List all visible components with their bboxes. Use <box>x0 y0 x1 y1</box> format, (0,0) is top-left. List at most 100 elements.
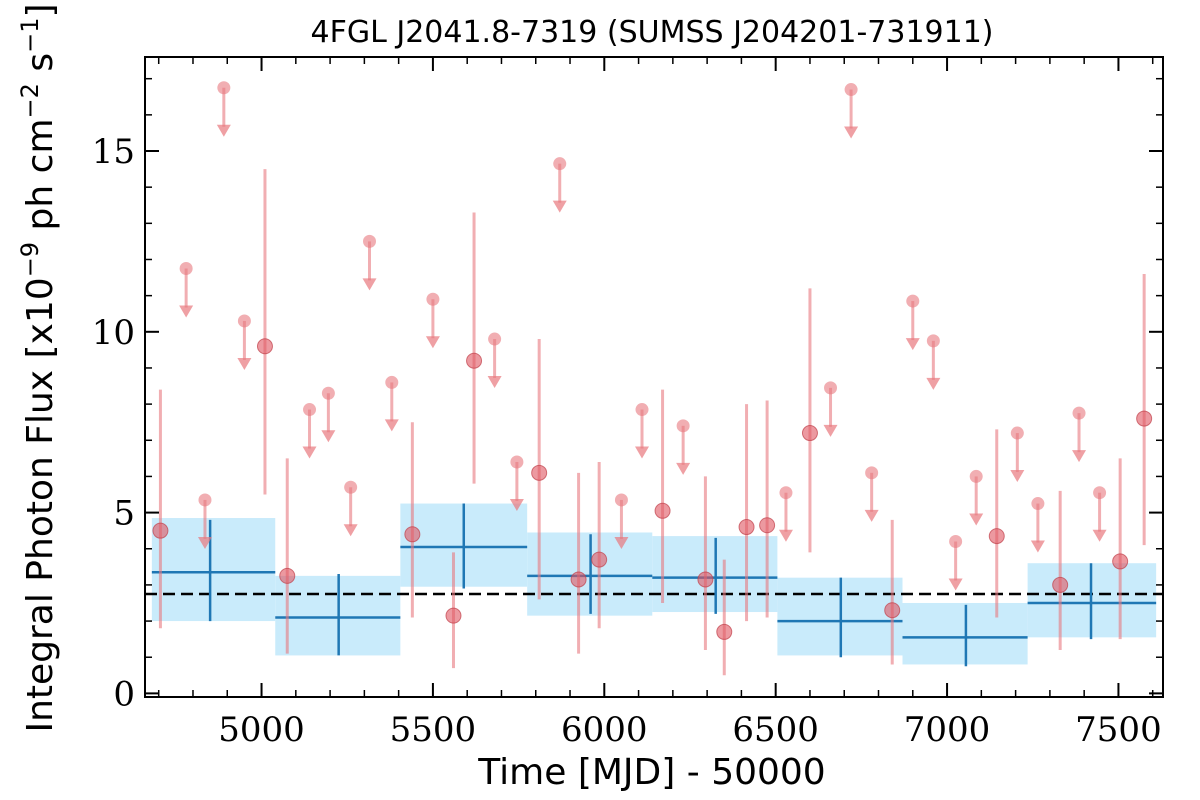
detection-error-bars <box>158 169 1146 676</box>
upper-limit-arrowhead <box>614 536 629 549</box>
upper-limit-point <box>344 480 358 494</box>
y-axis-label-middle-2: s <box>20 53 61 83</box>
detection-point <box>716 623 733 640</box>
upper-limit-point <box>363 234 377 248</box>
bin-band <box>151 518 276 622</box>
upper-limit-arrowhead <box>237 357 252 370</box>
detection-point <box>256 338 273 355</box>
upper-limit-arrowhead <box>864 509 879 522</box>
upper-limit-point <box>237 314 251 328</box>
detection-point <box>570 571 587 588</box>
upper-limit-point <box>179 262 193 276</box>
upper-limit-point <box>1031 497 1045 511</box>
upper-limit-point <box>969 469 983 483</box>
x-axis-label: Time [MJD] - 50000 <box>477 752 825 793</box>
detection-point <box>988 528 1005 545</box>
upper-limit-point <box>426 292 440 306</box>
upper-limit-arrowhead <box>1072 450 1087 463</box>
upper-limit-arrowhead <box>1030 540 1045 553</box>
y-axis-label-exponent-1: −9 <box>16 242 44 277</box>
detection-points <box>152 338 1153 640</box>
detection-point <box>404 526 421 543</box>
upper-limit-arrowhead <box>321 430 336 443</box>
upper-limit-arrowhead <box>948 578 963 591</box>
detection-point <box>1112 553 1129 570</box>
detection-point <box>801 425 818 442</box>
upper-limit-arrowhead <box>216 124 231 137</box>
upper-limit-arrowhead <box>552 200 567 213</box>
upper-limit-arrowhead <box>823 424 838 437</box>
y-tick-label: 5 <box>113 494 135 534</box>
upper-limit-arrowhead <box>926 377 941 390</box>
upper-limit-point <box>1072 406 1086 420</box>
upper-limit-point <box>303 403 317 417</box>
upper-limit-arrowhead <box>302 446 317 459</box>
upper-limit-point <box>488 332 502 346</box>
detection-point <box>738 519 755 536</box>
y-tick-label: 0 <box>113 674 135 714</box>
y-tick-labels: 0 5 10 15 <box>92 132 135 714</box>
upper-limit-point <box>676 419 690 433</box>
upper-limit-arrowhead <box>778 529 793 542</box>
y-axis-label-exponent-3: −1 <box>16 18 44 53</box>
detection-point <box>279 567 296 584</box>
upper-limit-point <box>198 493 212 507</box>
upper-limit-point <box>844 83 858 97</box>
upper-limit-arrowhead <box>1010 470 1025 483</box>
axis-ticks <box>145 57 1163 697</box>
y-axis-label-prefix: Integral Photon Flux [x10 <box>20 277 61 732</box>
upper-limit-arrowhead <box>197 536 212 549</box>
upper-limit-arrowhead <box>844 126 859 139</box>
upper-limit-point <box>926 334 940 348</box>
binned-flux-markers <box>151 503 1157 667</box>
detection-point <box>445 607 462 624</box>
upper-limit-point <box>779 486 793 500</box>
upper-limit-arrowhead <box>509 498 524 511</box>
upper-limit-arrowhead <box>1092 529 1107 542</box>
upper-limit-arrowhead <box>425 336 440 349</box>
detection-point <box>1052 576 1069 593</box>
detection-point <box>697 571 714 588</box>
x-tick-label: 6500 <box>732 710 819 750</box>
bin-uncertainty-bands <box>151 503 1157 665</box>
upper-limit-arrowhead <box>179 305 194 318</box>
upper-limit-point <box>510 455 524 469</box>
upper-limit-point <box>553 157 567 171</box>
upper-limit-arrowhead <box>905 338 920 351</box>
detection-point <box>759 517 776 534</box>
x-tick-label: 5500 <box>390 710 477 750</box>
x-tick-labels: 5000 5500 6000 6500 7000 7500 <box>218 710 1161 750</box>
y-axis-label: Integral Photon Flux [x10−9 ph cm−2 s−1] <box>16 3 61 732</box>
detection-point <box>466 352 483 369</box>
upper-limit-point <box>1010 426 1024 440</box>
y-axis-label-exponent-2: −2 <box>16 83 44 118</box>
detection-point <box>1136 410 1153 427</box>
detection-point <box>591 551 608 568</box>
y-tick-label: 10 <box>92 313 135 353</box>
x-tick-label: 7500 <box>1075 710 1162 750</box>
upper-limit-point <box>865 466 879 480</box>
upper-limit-arrowhead <box>384 419 399 432</box>
upper-limit-markers <box>179 81 1107 591</box>
upper-limit-point <box>949 535 963 549</box>
upper-limit-point <box>906 294 920 308</box>
upper-limit-arrowhead <box>487 376 502 389</box>
x-tick-label: 7000 <box>904 710 991 750</box>
upper-limit-arrowhead <box>635 446 650 459</box>
upper-limit-point <box>385 375 399 389</box>
upper-limit-point <box>614 493 628 507</box>
x-tick-label: 5000 <box>218 710 305 750</box>
upper-limit-arrowhead <box>343 524 358 537</box>
detection-point <box>884 602 901 619</box>
upper-limit-arrowhead <box>362 278 377 291</box>
y-axis-label-suffix: ] <box>20 3 61 17</box>
upper-limit-point <box>1093 486 1107 500</box>
x-tick-label: 6000 <box>561 710 648 750</box>
detection-point <box>152 522 169 539</box>
upper-limit-point <box>321 386 335 400</box>
y-axis-label-middle: ph cm <box>20 118 61 241</box>
upper-limit-arrowhead <box>676 462 691 475</box>
upper-limit-point <box>217 81 231 95</box>
upper-limit-point <box>635 403 649 417</box>
